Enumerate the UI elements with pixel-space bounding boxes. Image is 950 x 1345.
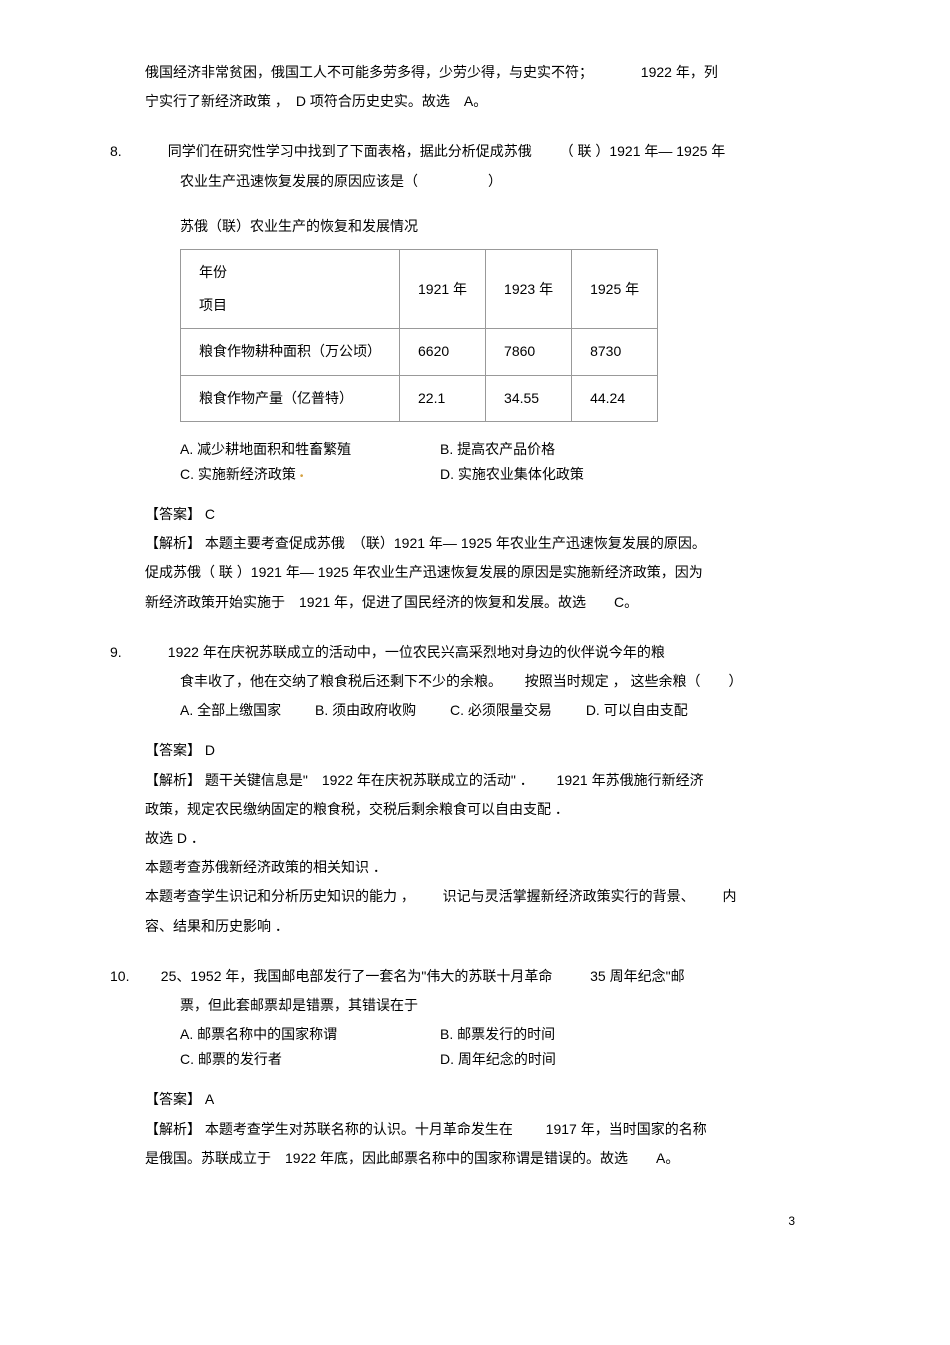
explanation-line: 新经济政策开始实施于 1921 年，促进了国民经济的恢复和发展。故选 C。 xyxy=(145,590,805,615)
answer-block-9: 【答案】 D 【解析】 题干关键信息是" 1922 年在庆祝苏联成立的活动" ．… xyxy=(145,738,805,938)
data-table: 年份 项目 1921 年 1923 年 1925 年 粮食作物耕种面积（万公顷）… xyxy=(180,249,658,422)
option-c: C. 必须限量交易 xyxy=(450,702,552,718)
table-row: 粮食作物耕种面积（万公顷） 6620 7860 8730 xyxy=(181,329,658,375)
table-cell: 粮食作物产量（亿普特） xyxy=(181,375,400,421)
table-header-cell: 1921 年 xyxy=(400,249,486,328)
question-10: 10. 25、1952 年，我国邮电部发行了一套名为"伟大的苏联十月革命 35 … xyxy=(145,964,805,1073)
question-text-line2: 票，但此套邮票却是错票，其错误在于 xyxy=(180,993,805,1018)
question-text: 8. 同学们在研究性学习中找到了下面表格，据此分析促成苏俄 （ 联 ）1921 … xyxy=(145,139,805,164)
options-row-2: C. 实施新经济政策• D. 实施农业集体化政策 xyxy=(180,462,805,487)
explanation-line: 是俄国。苏联成立于 1922 年底，因此邮票名称中的国家称谓是错误的。故选 A。 xyxy=(145,1146,805,1171)
explanation-line: 【解析】 本题考查学生对苏联名称的认识。十月革命发生在 1917 年，当时国家的… xyxy=(145,1117,805,1142)
explanation-line: 本题考查学生识记和分析历史知识的能力 ， 识记与灵活掌握新经济政策实行的背景、 … xyxy=(145,884,805,909)
table-header-cell: 年份 项目 xyxy=(181,249,400,328)
options-row-1: A. 邮票名称中的国家称谓 B. 邮票发行的时间 xyxy=(180,1022,805,1047)
explanation-line: 故选 D ． xyxy=(145,826,805,851)
option-d: D. 可以自由支配 xyxy=(586,702,688,718)
option-c: C. 实施新经济政策• xyxy=(180,462,440,487)
option-a: A. 减少耕地面积和牲畜繁殖 xyxy=(180,437,440,462)
option-a: A. 邮票名称中的国家称谓 xyxy=(180,1022,440,1047)
table-header-cell: 1923 年 xyxy=(486,249,572,328)
option-d: D. 实施农业集体化政策 xyxy=(440,462,805,487)
answer-line: 【答案】 C xyxy=(145,502,805,527)
answer-line: 【答案】 D xyxy=(145,738,805,763)
table-header-cell: 1925 年 xyxy=(572,249,658,328)
table-title: 苏俄（联）农业生产的恢复和发展情况 xyxy=(180,214,805,239)
option-b: B. 邮票发行的时间 xyxy=(440,1022,805,1047)
options-row-2: C. 邮票的发行者 D. 周年纪念的时间 xyxy=(180,1047,805,1072)
question-text-line2: 农业生产迅速恢复发展的原因应该是（ ） xyxy=(180,169,805,194)
explanation-line: 容、结果和历史影响 ． xyxy=(145,914,805,939)
table-cell: 34.55 xyxy=(486,375,572,421)
page-container: 俄国经济非常贫困，俄国工人不可能多劳多得，少劳少得，与史实不符； 1922 年，… xyxy=(0,0,950,1293)
options-row-1: A. 减少耕地面积和牲畜繁殖 B. 提高农产品价格 xyxy=(180,437,805,462)
table-cell: 粮食作物耕种面积（万公顷） xyxy=(181,329,400,375)
answer-line: 【答案】 A xyxy=(145,1087,805,1112)
option-c: C. 邮票的发行者 xyxy=(180,1047,440,1072)
question-9: 9. 1922 年在庆祝苏联成立的活动中，一位农民兴高采烈地对身边的伙伴说今年的… xyxy=(145,640,805,724)
options-inline: A. 全部上缴国家 B. 须由政府收购 C. 必须限量交易 D. 可以自由支配 xyxy=(180,698,805,723)
table-cell: 7860 xyxy=(486,329,572,375)
explanation-line: 本题考查苏俄新经济政策的相关知识 ． xyxy=(145,855,805,880)
option-a: A. 全部上缴国家 xyxy=(180,702,281,718)
table-cell: 22.1 xyxy=(400,375,486,421)
table-cell: 44.24 xyxy=(572,375,658,421)
table-header-row: 年份 项目 1921 年 1923 年 1925 年 xyxy=(181,249,658,328)
table-row: 粮食作物产量（亿普特） 22.1 34.55 44.24 xyxy=(181,375,658,421)
answer-block-10: 【答案】 A 【解析】 本题考查学生对苏联名称的认识。十月革命发生在 1917 … xyxy=(145,1087,805,1171)
answer-block-8: 【答案】 C 【解析】 本题主要考查促成苏俄 （联）1921 年— 1925 年… xyxy=(145,502,805,615)
page-number: 3 xyxy=(145,1211,805,1233)
option-b: B. 须由政府收购 xyxy=(315,702,416,718)
option-b: B. 提高农产品价格 xyxy=(440,437,805,462)
prev-explanation-continued: 俄国经济非常贫困，俄国工人不可能多劳多得，少劳少得，与史实不符； 1922 年，… xyxy=(145,60,805,114)
text-line: 俄国经济非常贫困，俄国工人不可能多劳多得，少劳少得，与史实不符； 1922 年，… xyxy=(145,60,805,85)
explanation-line: 促成苏俄（ 联 ）1921 年— 1925 年农业生产迅速恢复发展的原因是实施新… xyxy=(145,560,805,585)
table-cell: 8730 xyxy=(572,329,658,375)
table-cell: 6620 xyxy=(400,329,486,375)
marker-dot-icon: • xyxy=(300,471,304,482)
explanation-line: 政策，规定农民缴纳固定的粮食税，交税后剩余粮食可以自由支配 ． xyxy=(145,797,805,822)
text-line: 宁实行了新经济政策 ， D 项符合历史史实。故选 A。 xyxy=(145,89,805,114)
question-8: 8. 同学们在研究性学习中找到了下面表格，据此分析促成苏俄 （ 联 ）1921 … xyxy=(145,139,805,487)
explanation-line: 【解析】 本题主要考查促成苏俄 （联）1921 年— 1925 年农业生产迅速恢… xyxy=(145,531,805,556)
question-text-line2: 食丰收了，他在交纳了粮食税后还剩下不少的余粮。 按照当时规定 ， 这些余粮（ ） xyxy=(180,669,805,694)
question-text: 10. 25、1952 年，我国邮电部发行了一套名为"伟大的苏联十月革命 35 … xyxy=(145,964,805,989)
question-text: 9. 1922 年在庆祝苏联成立的活动中，一位农民兴高采烈地对身边的伙伴说今年的… xyxy=(145,640,805,665)
explanation-line: 【解析】 题干关键信息是" 1922 年在庆祝苏联成立的活动" ． 1921 年… xyxy=(145,768,805,793)
option-d: D. 周年纪念的时间 xyxy=(440,1047,805,1072)
